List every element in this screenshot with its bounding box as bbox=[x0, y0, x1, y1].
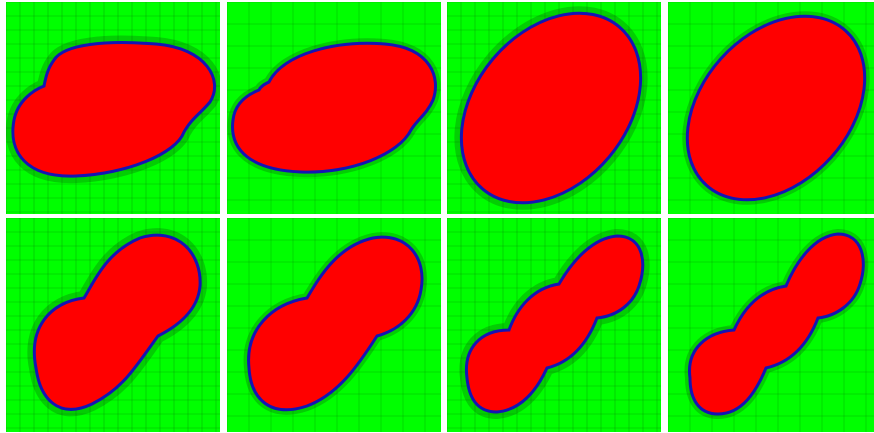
panel-r1-c2 bbox=[227, 2, 441, 214]
red-region bbox=[459, 11, 643, 205]
red-region bbox=[33, 233, 202, 411]
panel-r1-c2-canvas bbox=[227, 2, 441, 214]
panel-r1-c4-canvas bbox=[668, 2, 874, 214]
panel-r1-c3-canvas bbox=[447, 2, 661, 214]
panel-r2-c1 bbox=[6, 218, 220, 432]
panel-r2-c4-canvas bbox=[668, 218, 874, 432]
red-region bbox=[464, 234, 645, 414]
panel-r1-c4 bbox=[668, 2, 874, 214]
panel-r2-c3 bbox=[447, 218, 661, 432]
red-region bbox=[11, 41, 216, 178]
panel-r2-c3-canvas bbox=[447, 218, 661, 432]
red-region bbox=[688, 232, 865, 416]
panel-r1-c3 bbox=[447, 2, 661, 214]
panel-r1-c1-canvas bbox=[6, 2, 220, 214]
red-region bbox=[231, 41, 437, 174]
panel-r2-c2 bbox=[227, 218, 441, 432]
panel-r1-c1 bbox=[6, 2, 220, 214]
red-region bbox=[685, 14, 867, 202]
red-region bbox=[247, 235, 424, 412]
panel-r2-c1-canvas bbox=[6, 218, 220, 432]
panel-r2-c2-canvas bbox=[227, 218, 441, 432]
panel-r2-c4 bbox=[668, 218, 874, 432]
